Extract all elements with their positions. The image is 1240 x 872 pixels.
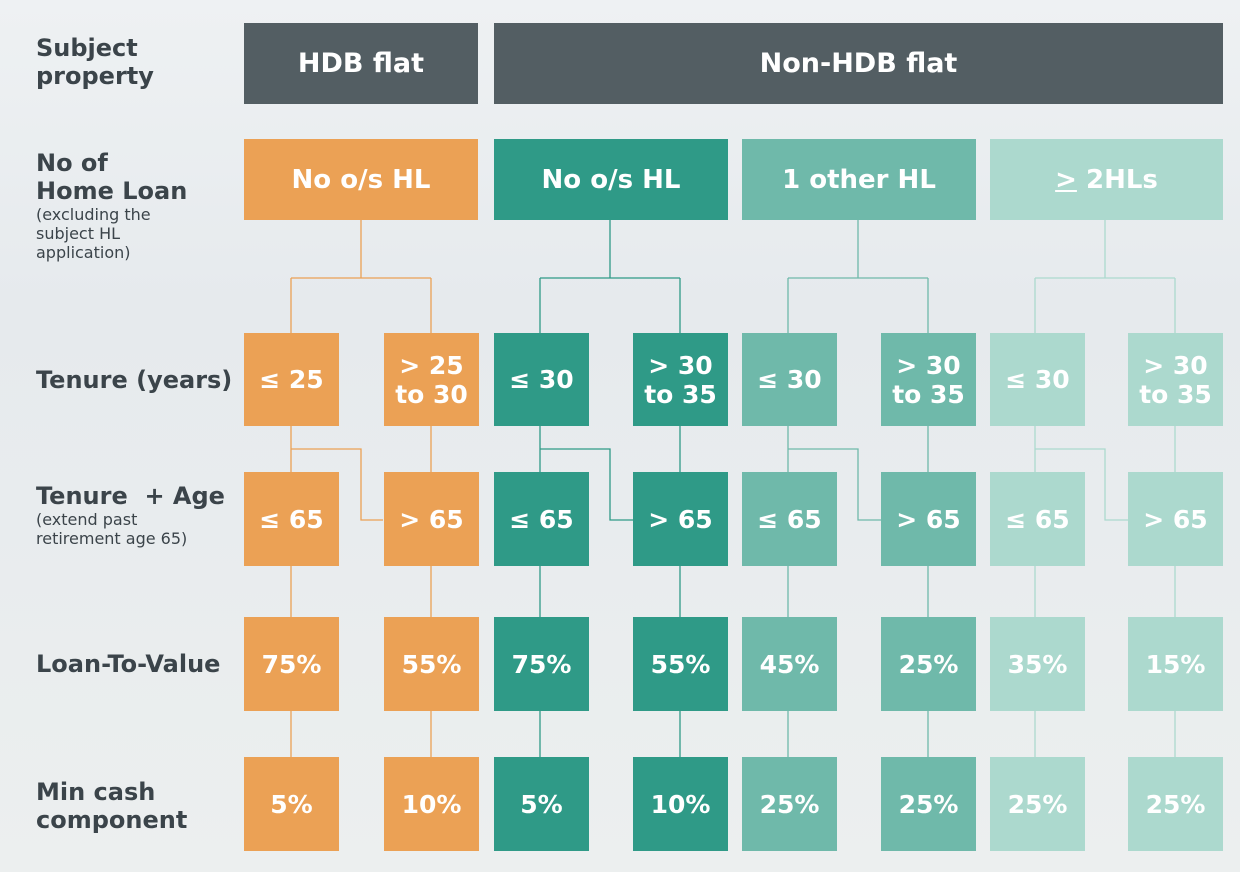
category-nonhdb-two-hl-symbol: > <box>1055 164 1077 195</box>
row-label-num-home-loan-text: No of Home Loan <box>36 149 188 205</box>
cell-min-cash-col-1: 5% <box>244 757 339 851</box>
cell-tenure-col-3: ≤ 30 <box>494 333 589 426</box>
cell-tenure-age-col-8: > 65 <box>1128 472 1223 566</box>
cell-tenure-age-col-2: > 65 <box>384 472 479 566</box>
row-label-subject-property-text: Subject property <box>36 34 154 90</box>
row-label-tenure-age-subtext: (extend past retirement age 65) <box>36 510 188 548</box>
cell-ltv-col-2: 55% <box>384 617 479 711</box>
header-hdb-flat: HDB flat <box>244 23 478 104</box>
cell-ltv-col-3: 75% <box>494 617 589 711</box>
cell-tenure-col-8: > 30 to 35 <box>1128 333 1223 426</box>
cell-tenure-age-col-1: ≤ 65 <box>244 472 339 566</box>
cell-ltv-col-4: 55% <box>633 617 728 711</box>
cell-tenure-col-2: > 25 to 30 <box>384 333 479 426</box>
cell-tenure-age-col-5: ≤ 65 <box>742 472 837 566</box>
cell-min-cash-col-2: 10% <box>384 757 479 851</box>
row-label-tenure-age-text: Tenure + Age <box>36 482 225 510</box>
row-label-tenure-text: Tenure (years) <box>36 366 233 394</box>
category-nonhdb-one-hl: 1 other HL <box>742 139 976 220</box>
category-nonhdb-two-hl-label: 2HLs <box>1076 164 1158 195</box>
cell-tenure-col-4: > 30 to 35 <box>633 333 728 426</box>
row-label-tenure: Tenure (years) <box>36 366 232 394</box>
cell-min-cash-col-7: 25% <box>990 757 1085 851</box>
connectors-hdb <box>290 220 432 757</box>
cell-min-cash-col-5: 25% <box>742 757 837 851</box>
row-label-min-cash-text: Min cash component <box>36 778 188 834</box>
row-label-num-home-loan: No of Home Loan (excluding the subject H… <box>36 149 187 262</box>
cell-tenure-age-col-3: ≤ 65 <box>494 472 589 566</box>
cell-ltv-col-8: 15% <box>1128 617 1223 711</box>
cell-tenure-col-1: ≤ 25 <box>244 333 339 426</box>
header-non-hdb-flat: Non-HDB flat <box>494 23 1223 104</box>
category-nonhdb-no-hl: No o/s HL <box>494 139 728 220</box>
cell-ltv-col-1: 75% <box>244 617 339 711</box>
cell-min-cash-col-6: 25% <box>881 757 976 851</box>
row-label-tenure-age: Tenure + Age (extend past retirement age… <box>36 482 225 548</box>
cell-tenure-col-7: ≤ 30 <box>990 333 1085 426</box>
cell-ltv-col-7: 35% <box>990 617 1085 711</box>
connectors-nonhdb-two-hl <box>1034 220 1176 757</box>
row-label-num-home-loan-subtext: (excluding the subject HL application) <box>36 205 151 262</box>
connectors-nonhdb-no-hl <box>539 220 681 757</box>
cell-ltv-col-5: 45% <box>742 617 837 711</box>
category-nonhdb-two-hl: > 2HLs <box>990 139 1223 220</box>
cell-tenure-col-6: > 30 to 35 <box>881 333 976 426</box>
category-hdb-no-hl: No o/s HL <box>244 139 478 220</box>
row-label-subject-property: Subject property <box>36 34 154 90</box>
cell-tenure-age-col-7: ≤ 65 <box>990 472 1085 566</box>
cell-tenure-age-col-6: > 65 <box>881 472 976 566</box>
row-label-min-cash: Min cash component <box>36 778 187 834</box>
cell-min-cash-col-3: 5% <box>494 757 589 851</box>
cell-min-cash-col-4: 10% <box>633 757 728 851</box>
cell-tenure-col-5: ≤ 30 <box>742 333 837 426</box>
cell-tenure-age-col-4: > 65 <box>633 472 728 566</box>
row-label-ltv: Loan-To-Value <box>36 650 220 678</box>
cell-ltv-col-6: 25% <box>881 617 976 711</box>
connectors-nonhdb-one-hl <box>787 220 929 757</box>
row-label-ltv-text: Loan-To-Value <box>36 650 221 678</box>
cell-min-cash-col-8: 25% <box>1128 757 1223 851</box>
